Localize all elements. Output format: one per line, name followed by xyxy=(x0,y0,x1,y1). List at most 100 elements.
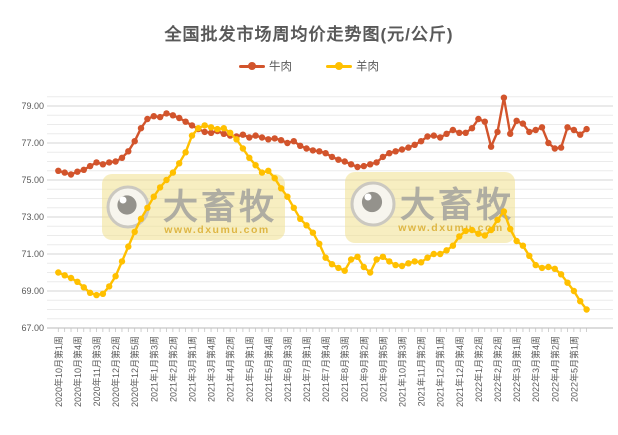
x-tick-label: 2021年5月第1周 xyxy=(244,336,255,402)
mutton-price-series xyxy=(55,122,590,313)
beef-point xyxy=(328,153,336,161)
beef-price-series xyxy=(55,94,590,178)
beef-point xyxy=(316,148,323,155)
mutton-point xyxy=(398,262,406,270)
beef-point xyxy=(487,143,495,150)
beef-point xyxy=(176,114,183,122)
mutton-point xyxy=(532,261,539,269)
mutton-point xyxy=(112,273,119,280)
beef-point xyxy=(207,129,215,136)
beef-point xyxy=(360,162,367,170)
beef-point xyxy=(220,130,227,137)
beef-point xyxy=(507,130,514,137)
y-tick-label: 67.00 xyxy=(21,323,44,333)
beef-point xyxy=(341,158,348,165)
x-tick-label: 2022年2月第2周 xyxy=(492,336,503,402)
mutton-point xyxy=(188,132,196,139)
beef-point xyxy=(322,150,329,157)
mutton-point xyxy=(424,254,431,261)
beef-point xyxy=(411,141,418,148)
mutton-point xyxy=(360,263,367,271)
beef-point xyxy=(55,167,62,174)
mutton-point xyxy=(430,250,437,258)
mutton-point xyxy=(99,290,107,297)
mutton-point xyxy=(462,227,469,235)
mutton-point xyxy=(106,283,113,290)
x-tick-label: 2020年12月第2周 xyxy=(110,336,121,407)
x-tick-label: 2020年11月第3周 xyxy=(91,336,102,406)
mutton-point xyxy=(150,193,157,200)
beef-point xyxy=(570,126,578,134)
beef-point xyxy=(437,134,444,141)
mutton-point xyxy=(214,125,221,133)
y-tick-label: 69.00 xyxy=(21,286,44,296)
beef-point xyxy=(265,136,272,143)
mutton-point xyxy=(354,253,361,260)
mutton-point xyxy=(373,256,380,263)
mutton-point xyxy=(55,269,62,276)
beef-point xyxy=(468,125,476,132)
mutton-point xyxy=(347,256,355,263)
beef-point xyxy=(519,120,527,127)
beef-point xyxy=(277,137,285,144)
beef-point xyxy=(354,163,361,171)
mutton-point xyxy=(182,149,189,156)
beef-point xyxy=(284,139,291,147)
mutton-point xyxy=(61,272,68,279)
x-tick-label: 2020年10月第4周 xyxy=(72,336,83,407)
beef-point xyxy=(93,159,100,166)
x-tick-label: 2022年3月第4周 xyxy=(530,336,541,402)
beef-point xyxy=(252,132,259,139)
watermark-brand-text: 大畜牧 xyxy=(400,186,514,225)
beef-point xyxy=(513,117,520,125)
watermark-eye-glint xyxy=(119,196,127,204)
beef-point xyxy=(532,126,539,134)
beef-line xyxy=(57,96,588,176)
x-tick-label: 2021年7月第4周 xyxy=(320,336,331,402)
beef-point xyxy=(131,138,138,145)
beef-point xyxy=(239,131,247,138)
x-tick-label: 2021年3月第1周 xyxy=(186,336,197,402)
mutton-point xyxy=(526,252,533,259)
mutton-point xyxy=(449,242,457,249)
beef-point xyxy=(86,162,94,170)
x-tick-label: 2021年2月第2周 xyxy=(167,336,178,402)
mutton-point xyxy=(156,184,164,191)
beef-point xyxy=(201,128,208,136)
x-tick-label: 2021年9月第5周 xyxy=(377,336,388,402)
x-tick-label: 2021年11月第2周 xyxy=(416,336,427,406)
beef-point xyxy=(494,128,501,136)
mutton-point xyxy=(475,230,482,237)
y-tick-label: 79.00 xyxy=(21,101,44,111)
legend-label-beef: 牛肉 xyxy=(269,61,292,73)
beef-point xyxy=(106,159,113,166)
mutton-point xyxy=(80,284,88,291)
beef-point xyxy=(61,169,68,176)
beef-point xyxy=(475,115,482,123)
mutton-point xyxy=(131,228,138,235)
mutton-point xyxy=(577,298,584,305)
beef-point xyxy=(577,131,584,138)
x-tick-label: 2020年10月第1周 xyxy=(53,336,64,407)
mutton-point xyxy=(93,291,100,299)
mutton-point xyxy=(437,250,444,258)
mutton-point xyxy=(176,160,183,167)
mutton-point xyxy=(405,260,412,267)
mutton-point xyxy=(125,243,132,250)
watermark-url-text: www.dxumu.com xyxy=(163,224,269,236)
beef-point xyxy=(144,115,151,123)
mutton-point xyxy=(144,204,151,211)
x-axis-labels: 2020年10月第1周 2020年10月第4周 2020年11月第3周 2020年12… xyxy=(53,336,580,407)
mutton-point xyxy=(163,176,170,184)
mutton-point xyxy=(74,278,81,285)
beef-point xyxy=(125,148,132,155)
beef-point xyxy=(583,125,590,133)
mutton-point xyxy=(386,258,393,265)
x-tick-label: 2022年1月第2周 xyxy=(473,336,484,402)
mutton-point xyxy=(86,289,94,296)
beef-point xyxy=(417,138,425,145)
mutton-point xyxy=(201,122,208,129)
x-tick-label: 2021年10月第3周 xyxy=(397,336,408,407)
beef-point xyxy=(188,122,196,129)
mutton-point xyxy=(258,169,266,176)
